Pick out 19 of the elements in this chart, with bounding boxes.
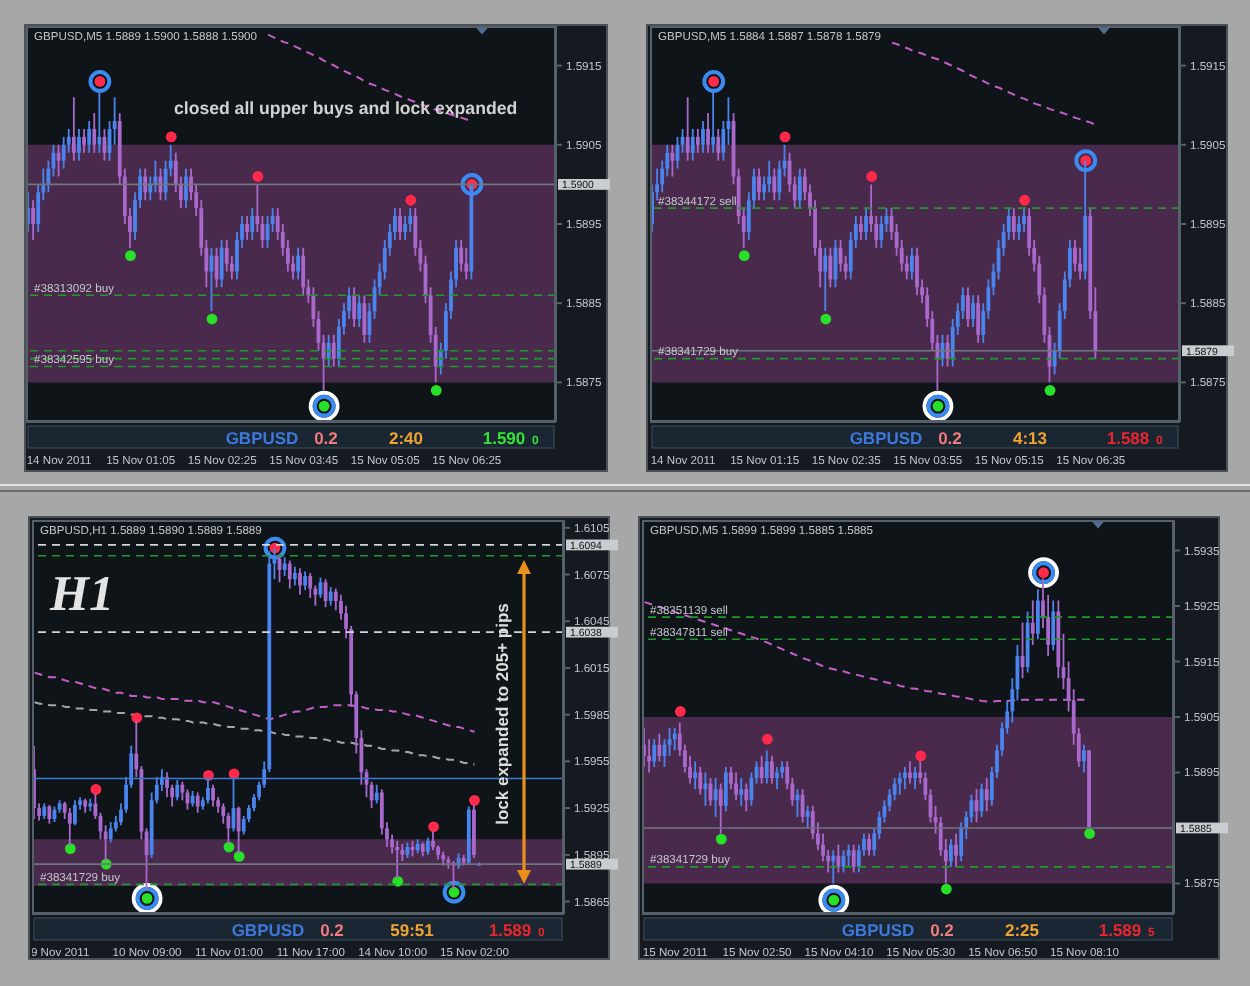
text: 0.2	[314, 428, 339, 448]
text: 2:40	[388, 428, 424, 448]
text: 1.588	[1106, 428, 1150, 448]
annotation: closed all upper buys and lock expanded	[174, 98, 518, 118]
annotation: H1	[48, 568, 114, 622]
text: GBPUSD	[849, 428, 923, 448]
text: 0.2	[938, 428, 963, 448]
text: 1.589	[1098, 920, 1142, 940]
text: GBPUSD	[225, 428, 299, 448]
text: GBPUSD	[841, 920, 915, 940]
text: 2:25	[1004, 920, 1040, 940]
annotation: lock expanded to 205+ pips	[492, 602, 512, 825]
text: 59:51	[390, 920, 435, 940]
text: 0.2	[930, 920, 955, 940]
text: GBPUSD	[231, 920, 305, 940]
text: 0.2	[320, 920, 345, 940]
text: 4:13	[1012, 428, 1048, 448]
text: 1.590	[482, 428, 526, 448]
text: 1.589	[488, 920, 532, 940]
